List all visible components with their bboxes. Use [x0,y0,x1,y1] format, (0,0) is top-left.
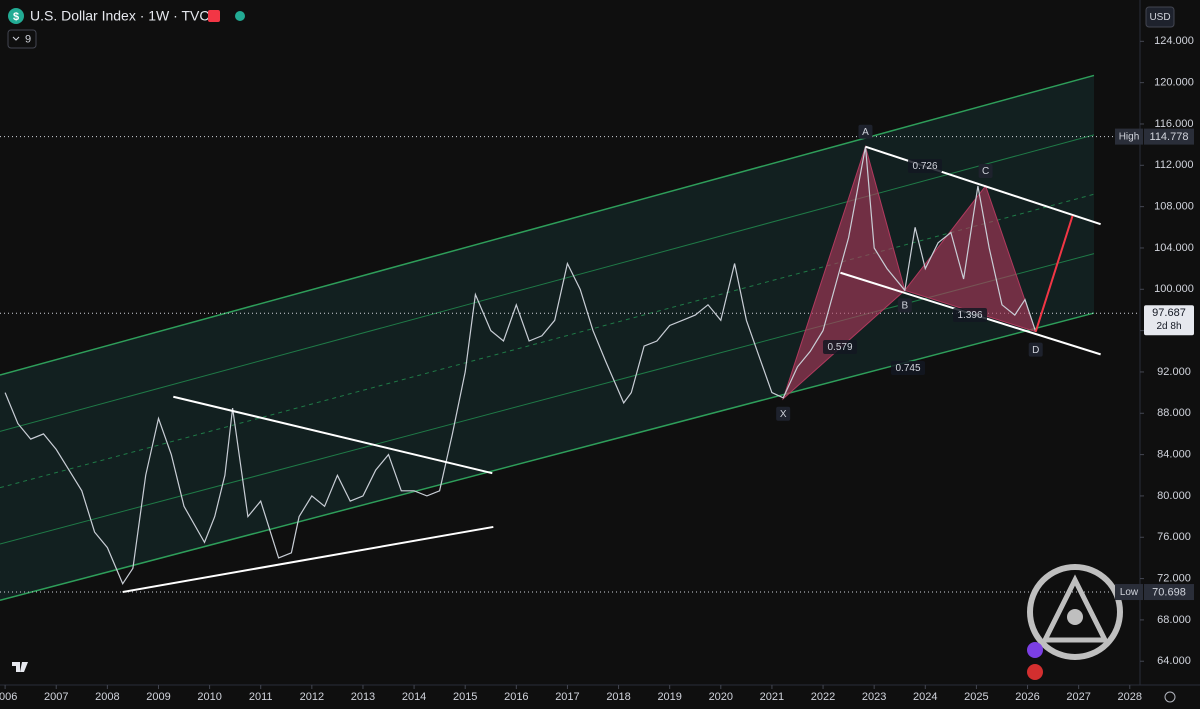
y-tick-label: 84.000 [1157,449,1191,461]
ratio-bg [891,361,925,375]
y-tick-label: 112.000 [1155,159,1194,171]
x-tick-label: 2025 [964,691,988,703]
indicator-count: 9 [25,33,31,45]
y-tick-label: 80.000 [1157,490,1191,502]
symbol-icon [8,8,24,24]
x-tick-label: 2021 [760,691,784,703]
x-tick-label: 2017 [555,691,579,703]
pattern-ratio: 0.745 [895,363,920,374]
chevron [12,36,20,41]
pattern-point-bg [776,406,791,421]
channel-upper [0,74,1095,376]
level-tag-label-bg [1115,128,1143,145]
y-tick-label: 108.000 [1154,201,1194,213]
x-tick-label: 2018 [606,691,630,703]
y-tick-label: 104.000 [1154,242,1194,254]
x-tick-label: 2020 [709,691,733,703]
x-tick-label: 2016 [504,691,528,703]
x-tick-label: 2013 [351,691,375,703]
plot-area: X A B C D 0.726 0.579 1.396 0.745 [0,74,1140,602]
last-price-bg [1144,305,1194,336]
y-tick-label: 72.000 [1157,572,1191,584]
x-tick-label: 2028 [1118,691,1142,703]
level-tag-label: Low [1120,587,1139,598]
level-tag-label-bg [1115,584,1143,601]
watermark-triangle [1040,574,1110,643]
level-tag-bg [1144,584,1194,601]
price-line [4,146,1037,585]
watermark [1027,564,1123,680]
y-tick-label: 124.000 [1154,35,1194,47]
level-tag-value: 114.778 [1150,131,1189,143]
x-tick-label: 2024 [913,691,937,703]
x-tick-label: 2023 [862,691,886,703]
x-tick-label: 2015 [453,691,477,703]
pattern-point-label: A [862,127,869,138]
pattern-point-label: D [1032,345,1039,356]
pattern-point-bg [858,124,873,139]
y-tick-label: 116.000 [1155,118,1194,130]
y-tick-label: 68.000 [1157,614,1191,626]
settings-icon[interactable] [1164,691,1176,703]
x-tick-label: 2022 [811,691,835,703]
x-tick-label: 2009 [146,691,170,703]
trendline [1034,215,1074,332]
y-tick-label: 64.000 [1157,655,1191,667]
app-icon[interactable] [1027,642,1043,658]
trendline [173,395,493,475]
tv-logo-mark [12,662,28,672]
x-tick-label: 2011 [249,691,273,703]
channel-inner-line [0,134,1095,432]
indicator-toggle[interactable] [7,29,37,49]
level-tag-bg [1144,128,1194,145]
countdown: 2d 8h [1156,321,1181,332]
ratio-bg [953,308,987,322]
y-tick-label: 76.000 [1157,531,1191,543]
x-tick-label: 2027 [1066,691,1090,703]
pattern-ratio: 1.396 [957,310,982,321]
pattern-point-bg [978,163,993,178]
flag-icon[interactable] [208,10,220,22]
channel-lower [0,312,1095,602]
y-tick-label: 120.000 [1154,77,1194,89]
last-price: 97.687 [1152,307,1186,319]
pattern-ratio: 0.726 [912,161,937,172]
x-tick-label: 2014 [402,691,426,703]
y-tick-label: 92.000 [1157,366,1191,378]
pattern-point-label: X [780,409,787,420]
currency-button[interactable] [1145,6,1175,28]
pattern-point-label: C [982,166,989,177]
pattern-point-label: B [902,300,909,311]
trendline [865,145,1101,226]
x-tick-label: 2008 [95,691,119,703]
chart-title[interactable]: U.S. Dollar Index · 1W · TVC [30,8,209,24]
symbol-icon-glyph: $ [13,11,19,23]
y-tick-label: 100.000 [1154,283,1194,295]
level-tag-value: 70.698 [1152,586,1186,598]
currency: USD [1149,12,1170,23]
flag-badge[interactable] [1027,664,1043,680]
watermark-ring [1027,564,1123,660]
header: $ U.S. Dollar Index · 1W · TVC 9 USD [7,6,1175,49]
market-status [235,11,245,21]
tv-logo [12,662,28,672]
trendline [122,525,494,593]
x-tick-label: 2007 [44,691,68,703]
pattern-point-bg [1028,342,1043,357]
pattern-point-bg [897,298,912,313]
ratio-bg [823,340,857,354]
ratio-bg [908,159,942,173]
pattern-ratio: 0.579 [827,342,852,353]
channel-fill [0,75,1094,601]
x-tick-label: 2026 [1015,691,1039,703]
x-tick-label: 2006 [0,691,17,703]
level-tag-label: High [1119,132,1140,143]
x-tick-label: 2019 [657,691,681,703]
x-tick-label: 2010 [197,691,221,703]
watermark-eye [1067,609,1083,625]
y-tick-label: 88.000 [1157,407,1191,419]
x-tick-label: 2012 [300,691,324,703]
